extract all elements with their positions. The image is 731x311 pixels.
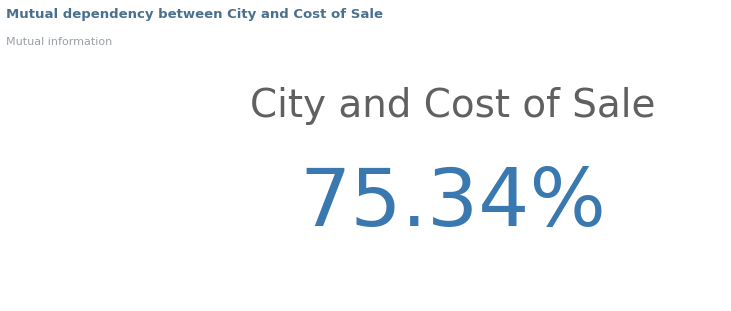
Text: 75.34%: 75.34%	[300, 165, 607, 243]
Text: Mutual dependency between City and Cost of Sale: Mutual dependency between City and Cost …	[6, 8, 383, 21]
Text: City and Cost of Sale: City and Cost of Sale	[251, 87, 656, 125]
Text: Mutual information: Mutual information	[6, 37, 112, 47]
